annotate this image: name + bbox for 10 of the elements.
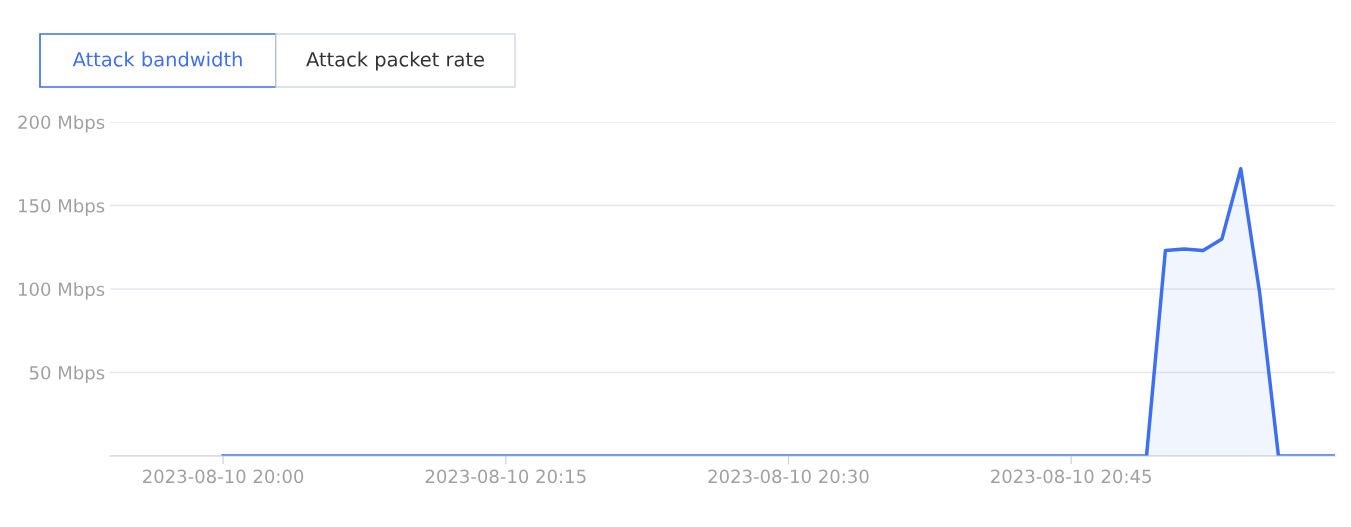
text: Attack bandwidth	[72, 51, 242, 67]
x-tick-label: 2023-08-10 20:45	[991, 469, 1151, 484]
y-tick-label: 100 Mbps	[19, 282, 105, 300]
y-tick-label: 50 Mbps	[29, 365, 105, 384]
y-tick-label: 200 Mbps	[18, 115, 105, 133]
x-tick-label: 2023-08-10 20:00	[143, 469, 304, 484]
y-tick-label: 150 Mbps	[19, 198, 105, 217]
text: Attack packet rate	[306, 51, 484, 71]
x-tick-label: 2023-08-10 20:15	[425, 469, 586, 484]
x-tick-label: 2023-08-10 20:30	[708, 469, 869, 484]
